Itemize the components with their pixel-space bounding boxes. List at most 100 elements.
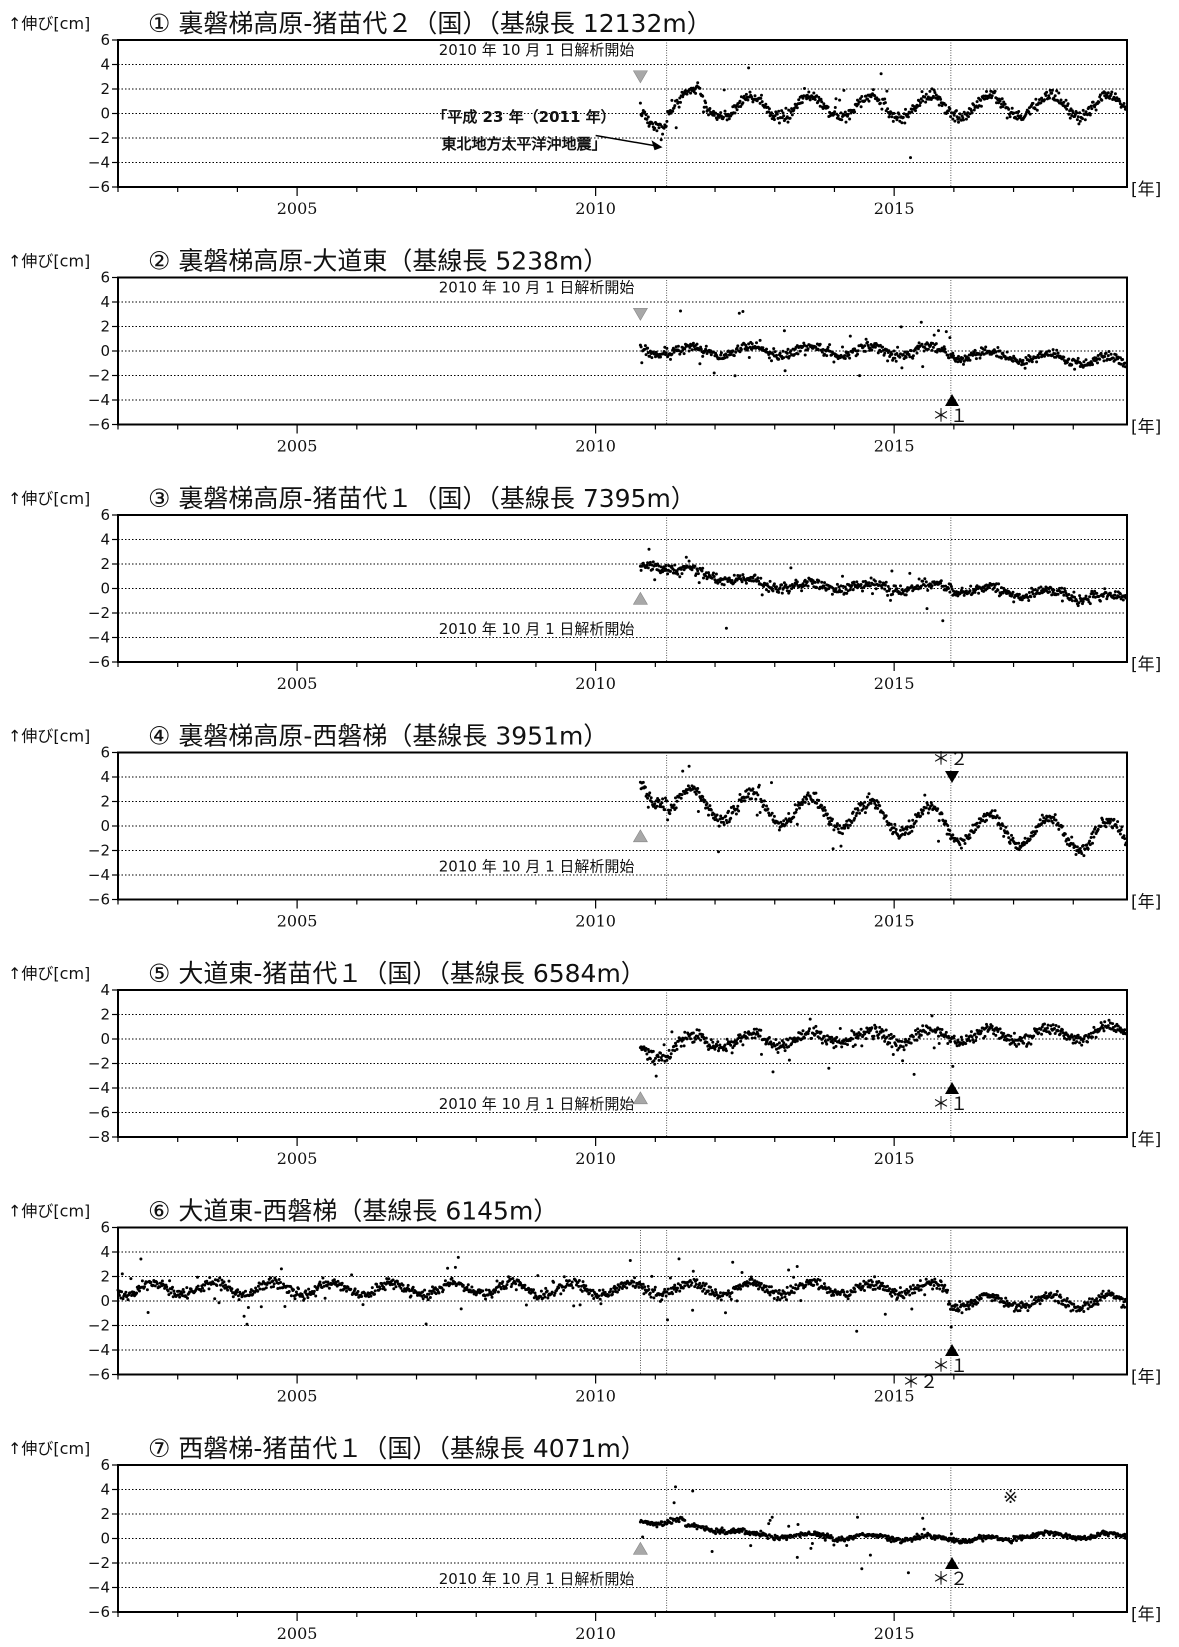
data-point: [219, 1283, 222, 1287]
data-point: [717, 824, 721, 828]
data-point: [704, 1292, 707, 1295]
data-point: [747, 792, 751, 796]
data-point: [664, 564, 668, 567]
data-point: [674, 126, 678, 130]
data-point: [874, 1025, 878, 1029]
data-point: [973, 590, 977, 594]
data-point: [800, 1032, 804, 1036]
data-point: [1090, 107, 1094, 111]
data-point: [834, 1044, 838, 1048]
data-point: [817, 798, 821, 802]
data-point: [1109, 352, 1113, 356]
data-point: [670, 352, 674, 356]
data-point: [652, 1059, 656, 1063]
data-point: [717, 850, 720, 854]
data-point: [1123, 105, 1127, 109]
data-point: [976, 1301, 980, 1305]
data-point: [1076, 1033, 1080, 1037]
data-point: [799, 1299, 803, 1303]
data-point: [893, 822, 897, 826]
data-point: [801, 96, 805, 100]
data-point: [875, 1030, 879, 1034]
y-tick-label: 2: [100, 1006, 110, 1024]
data-point: [926, 347, 930, 351]
data-point: [806, 584, 810, 588]
panel-title: ④ 裏磐梯高原-西磐梯（基線長 3951m）: [148, 722, 608, 751]
data-point: [931, 1287, 935, 1291]
data-point: [813, 1032, 817, 1036]
data-point: [855, 811, 859, 815]
data-point: [279, 1281, 283, 1284]
data-point: [664, 351, 668, 355]
data-point: [697, 581, 701, 585]
data-point: [901, 1059, 905, 1063]
data-point: [695, 342, 699, 346]
data-point: [816, 347, 820, 351]
data-point: [1096, 361, 1099, 365]
data-point: [762, 803, 766, 807]
data-point: [654, 1074, 658, 1078]
data-point: [806, 791, 810, 795]
data-point: [1007, 1038, 1011, 1042]
data-point: [1108, 96, 1112, 100]
data-point: [169, 1291, 173, 1295]
data-point: [421, 1297, 425, 1301]
data-point: [802, 341, 806, 345]
data-point: [1104, 825, 1108, 829]
data-point: [1088, 602, 1092, 606]
data-point: [646, 561, 650, 565]
data-point: [664, 124, 668, 128]
data-point: [752, 1031, 756, 1035]
data-point: [1059, 98, 1063, 102]
x-tick-label: 2015: [874, 199, 915, 218]
data-point: [947, 109, 950, 113]
data-point: [810, 1036, 814, 1040]
data-point: [963, 842, 967, 845]
data-point: [1113, 92, 1117, 96]
data-point: [785, 351, 789, 355]
data-point: [908, 571, 912, 575]
data-point: [782, 1046, 786, 1049]
data-point: [655, 804, 659, 808]
data-point: [830, 1039, 834, 1043]
data-point: [923, 793, 927, 797]
data-point: [887, 115, 891, 119]
data-point: [1054, 1024, 1058, 1027]
data-point: [1100, 98, 1104, 102]
data-point: [790, 113, 794, 117]
data-point: [659, 138, 663, 142]
chart-panel-2: ② 裏磐梯高原-大道東（基線長 5238m）↑伸び[cm]−6−4−202462…: [8, 247, 1161, 456]
data-point: [713, 1047, 717, 1051]
data-point: [725, 355, 729, 359]
data-point: [1081, 844, 1085, 847]
data-point: [863, 811, 867, 815]
data-point: [914, 1029, 917, 1032]
data-point: [1038, 98, 1041, 102]
data-point: [1012, 600, 1016, 604]
data-point: [914, 1032, 918, 1036]
data-point: [718, 580, 722, 584]
data-point: [968, 589, 972, 593]
data-point: [1017, 848, 1021, 852]
data-point: [1005, 350, 1009, 354]
data-point: [879, 72, 883, 76]
data-point: [674, 796, 677, 800]
data-point: [944, 330, 948, 334]
data-point: [817, 95, 821, 99]
data-point: [511, 1277, 515, 1280]
data-point: [895, 352, 899, 355]
data-point: [670, 564, 674, 568]
data-point: [889, 598, 892, 602]
data-point: [1101, 1026, 1105, 1030]
data-point: [899, 584, 902, 588]
data-point: [636, 1282, 640, 1286]
data-point: [1065, 360, 1069, 364]
data-point: [1023, 836, 1027, 840]
data-point: [691, 1308, 695, 1312]
data-point: [1063, 587, 1066, 591]
data-point: [1048, 349, 1051, 353]
data-point: [785, 1285, 789, 1289]
data-point: [693, 564, 697, 568]
data-point: [873, 579, 877, 583]
data-point: [659, 355, 662, 359]
